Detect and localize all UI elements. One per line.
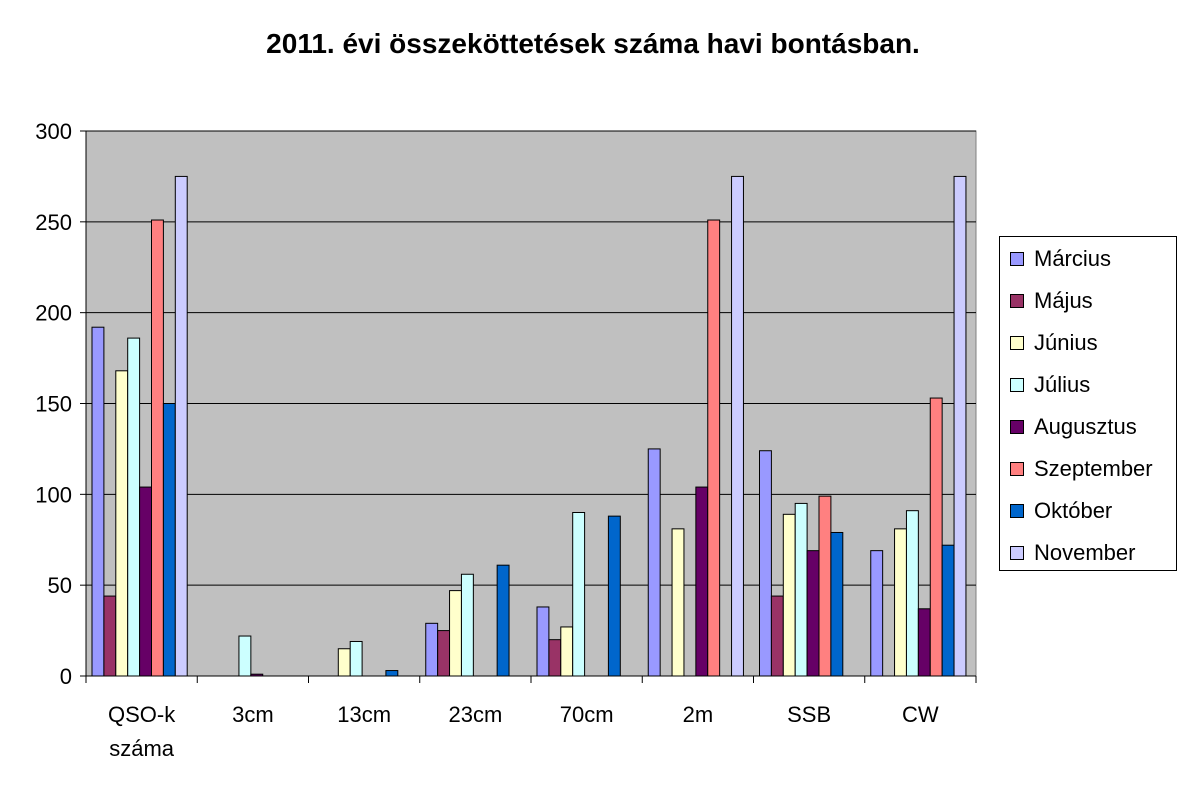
x-tick-label: 13cm [337,702,391,727]
x-tick-label: SSB [787,702,831,727]
bar [647,448,661,677]
x-tick-label: 2m [683,702,714,727]
bar [953,175,967,677]
x-tick-label: CW [902,702,939,727]
legend-swatch [1010,252,1024,266]
y-tick-label: 300 [35,119,72,144]
bar [806,550,820,677]
bar [607,515,621,677]
bar [337,648,351,677]
legend-entry: Június [1010,329,1098,357]
bar [671,528,685,677]
bar [385,670,399,677]
bar [103,595,117,677]
bar [731,175,744,677]
x-tick-label: 3cm [232,702,274,727]
legend-entry: Március [1010,245,1111,273]
bar [449,590,462,677]
bar [425,622,439,677]
bar [905,510,919,677]
bar [894,528,907,677]
bar [460,573,474,677]
legend-entry: Július [1010,371,1090,399]
bar [830,531,844,677]
bar [91,326,105,677]
y-tick-label: 150 [35,392,72,417]
bar [162,403,176,677]
legend-label: Július [1034,372,1091,397]
x-tick-label: 23cm [448,702,502,727]
legend: Március Május Június Július Augusztus Szeptem… [999,236,1177,571]
x-tick-label: QSO-k [108,702,176,727]
x-tick-label: 70cm [560,702,614,727]
legend-swatch [1010,294,1024,308]
y-tick-label: 250 [35,210,72,235]
bar [536,606,550,677]
legend-swatch [1010,504,1024,518]
y-tick-label: 0 [60,664,72,689]
bar [770,595,784,677]
bar [870,550,884,677]
legend-entry: Október [1010,497,1112,525]
chart-title: 2011. évi összeköttetések száma havi bon… [266,28,920,59]
legend-entry: Szeptember [1010,455,1153,483]
bar [115,370,129,677]
y-tick-label: 50 [48,573,72,598]
bar [238,635,252,677]
legend-label: Június [1034,330,1098,355]
y-tick-label: 200 [35,301,72,326]
legend-label: Október [1034,498,1113,523]
bar [707,219,721,677]
bar [151,219,164,677]
bar [174,175,188,677]
legend-label: November [1034,540,1136,565]
legend-label: Szeptember [1034,456,1153,481]
bar [127,337,141,677]
bar [250,673,264,677]
bar [782,513,796,677]
bar [794,502,808,677]
bar [917,608,931,677]
legend-label: Március [1034,246,1112,271]
y-tick-label: 100 [35,482,72,507]
bar [941,544,955,677]
bar [349,640,363,677]
bar [572,512,586,677]
legend-swatch [1010,336,1024,350]
legend-label: Augusztus [1034,414,1137,439]
bar [759,450,772,677]
bar [929,397,943,677]
legend-swatch [1010,378,1024,392]
bar [548,639,562,677]
bar [695,486,709,677]
bar [560,626,574,677]
bar [818,495,832,677]
legend-label: Május [1034,288,1093,313]
bar [496,564,510,677]
x-tick-label: száma [109,736,175,761]
legend-swatch [1010,546,1024,560]
legend-entry: November [1010,539,1135,567]
legend-swatch [1010,420,1024,434]
bar [139,486,153,677]
legend-entry: Augusztus [1010,413,1137,441]
legend-swatch [1010,462,1024,476]
bar [437,630,451,677]
legend-entry: Május [1010,287,1093,315]
